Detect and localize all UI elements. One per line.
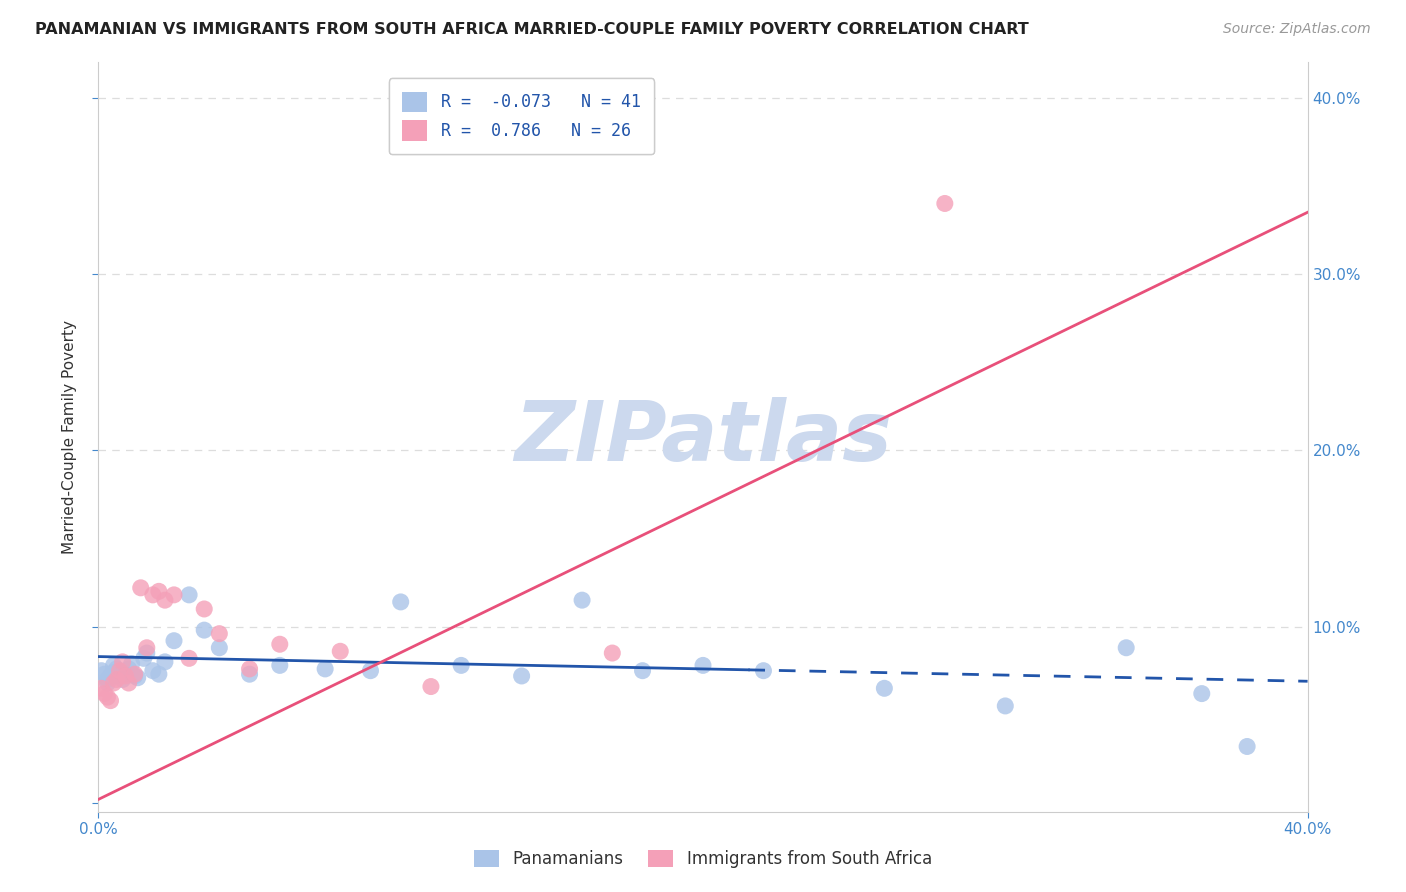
- Point: [631, 664, 654, 678]
- Point: [208, 626, 231, 640]
- Legend: Panamanians, Immigrants from South Africa: Panamanians, Immigrants from South Afric…: [467, 843, 939, 875]
- Point: [420, 680, 443, 694]
- Point: [114, 667, 136, 681]
- Point: [124, 669, 146, 683]
- Point: [132, 651, 155, 665]
- Point: [269, 658, 291, 673]
- Point: [163, 633, 186, 648]
- Point: [121, 657, 143, 671]
- Point: [450, 658, 472, 673]
- Point: [105, 662, 128, 676]
- Text: ZIPatlas: ZIPatlas: [515, 397, 891, 477]
- Point: [602, 646, 624, 660]
- Point: [103, 658, 125, 673]
- Point: [179, 651, 201, 665]
- Point: [148, 584, 170, 599]
- Point: [100, 693, 122, 707]
- Point: [193, 602, 215, 616]
- Point: [360, 664, 382, 678]
- Point: [389, 595, 412, 609]
- Point: [193, 623, 215, 637]
- Point: [148, 667, 170, 681]
- Point: [934, 196, 956, 211]
- Point: [142, 664, 165, 678]
- Point: [108, 665, 131, 680]
- Point: [111, 673, 134, 687]
- Legend: R =  -0.073   N = 41, R =  0.786   N = 26: R = -0.073 N = 41, R = 0.786 N = 26: [389, 78, 654, 154]
- Point: [124, 667, 146, 681]
- Point: [135, 646, 157, 660]
- Point: [108, 664, 131, 678]
- Point: [129, 581, 152, 595]
- Point: [153, 593, 176, 607]
- Point: [239, 667, 262, 681]
- Point: [239, 662, 262, 676]
- Point: [90, 681, 112, 696]
- Point: [96, 676, 118, 690]
- Point: [314, 662, 336, 676]
- Point: [208, 640, 231, 655]
- Point: [114, 669, 136, 683]
- Point: [329, 644, 352, 658]
- Point: [1191, 687, 1213, 701]
- Point: [1236, 739, 1258, 754]
- Point: [692, 658, 714, 673]
- Point: [873, 681, 896, 696]
- Point: [100, 669, 122, 683]
- Point: [135, 640, 157, 655]
- Point: [93, 687, 115, 701]
- Y-axis label: Married-Couple Family Poverty: Married-Couple Family Poverty: [62, 320, 77, 554]
- Point: [153, 655, 176, 669]
- Point: [118, 662, 141, 676]
- Point: [1115, 640, 1137, 655]
- Point: [96, 690, 118, 705]
- Point: [103, 676, 125, 690]
- Point: [179, 588, 201, 602]
- Point: [118, 676, 141, 690]
- Point: [96, 673, 118, 687]
- Point: [752, 664, 775, 678]
- Point: [571, 593, 593, 607]
- Point: [93, 667, 115, 681]
- Point: [103, 665, 125, 680]
- Point: [994, 698, 1017, 713]
- Point: [269, 637, 291, 651]
- Point: [163, 588, 186, 602]
- Point: [105, 673, 128, 687]
- Point: [111, 655, 134, 669]
- Point: [127, 671, 149, 685]
- Point: [105, 669, 128, 683]
- Point: [90, 664, 112, 678]
- Text: PANAMANIAN VS IMMIGRANTS FROM SOUTH AFRICA MARRIED-COUPLE FAMILY POVERTY CORRELA: PANAMANIAN VS IMMIGRANTS FROM SOUTH AFRI…: [35, 22, 1029, 37]
- Point: [142, 588, 165, 602]
- Point: [510, 669, 533, 683]
- Text: Source: ZipAtlas.com: Source: ZipAtlas.com: [1223, 22, 1371, 37]
